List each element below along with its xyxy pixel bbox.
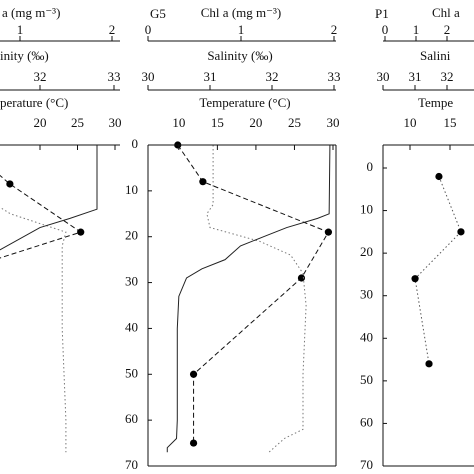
x-tick-label: 33 <box>108 69 121 84</box>
x-tick-label: 2 <box>109 22 116 37</box>
data-point <box>411 275 419 283</box>
data-point <box>6 180 14 188</box>
data-point <box>457 228 465 236</box>
x-tick-label: 2 <box>331 22 338 37</box>
data-point <box>297 274 306 282</box>
x-tick-label: 30 <box>142 69 155 84</box>
x-tick-label: 30 <box>327 115 340 130</box>
x-tick-label: 30 <box>109 115 122 130</box>
y-tick-label: 70 <box>360 457 373 472</box>
y-tick-label: 30 <box>125 274 138 289</box>
profile-line <box>0 174 82 259</box>
data-point <box>425 360 433 368</box>
data-point <box>199 178 207 186</box>
axis-label: Chl a (mg m⁻³) <box>201 5 281 20</box>
y-tick-label: 60 <box>360 414 373 429</box>
x-tick-label: 30 <box>377 69 390 84</box>
axis-label: perature (°C) <box>0 95 68 110</box>
x-tick-label: 31 <box>204 69 217 84</box>
profile-line <box>0 206 67 453</box>
x-tick-label: 31 <box>409 69 422 84</box>
y-tick-label: 20 <box>125 228 138 243</box>
y-tick-label: 70 <box>125 457 138 472</box>
x-tick-label: 20 <box>249 115 262 130</box>
profile-line <box>414 176 462 364</box>
axis-label: a (mg m⁻³) <box>2 5 60 20</box>
x-tick-label: 0 <box>145 22 152 37</box>
y-tick-label: 10 <box>360 202 373 217</box>
x-tick-label: 1 <box>17 22 24 37</box>
profile-line <box>166 144 331 453</box>
data-point <box>189 370 198 378</box>
y-tick-label: 50 <box>125 365 138 380</box>
y-tick-label: 40 <box>125 319 138 334</box>
y-tick-label: 0 <box>367 159 374 174</box>
profile-line <box>0 145 98 251</box>
panel-title: P1 <box>375 6 389 21</box>
y-tick-label: 60 <box>125 411 138 426</box>
x-tick-label: 32 <box>441 69 454 84</box>
y-tick-label: 30 <box>360 287 373 302</box>
y-tick-label: 40 <box>360 329 373 344</box>
profile-line <box>177 144 330 444</box>
y-tick-label: 20 <box>360 244 373 259</box>
axis-label: Salini <box>420 48 451 63</box>
x-tick-label: 15 <box>444 115 457 130</box>
axis-label: Salinity (‰) <box>207 48 272 63</box>
x-tick-label: 33 <box>328 69 341 84</box>
x-tick-label: 0 <box>382 22 389 37</box>
x-tick-label: 25 <box>288 115 301 130</box>
x-tick-label: 10 <box>172 115 185 130</box>
x-tick-label: 1 <box>413 22 420 37</box>
profile-line <box>206 145 307 453</box>
data-point <box>77 228 85 236</box>
axis-label: inity (‰) <box>0 48 49 63</box>
x-tick-label: 32 <box>34 69 47 84</box>
panel-title: G5 <box>150 6 166 21</box>
x-tick-label: 2 <box>444 22 451 37</box>
x-tick-label: 1 <box>238 22 245 37</box>
y-tick-label: 0 <box>132 136 139 151</box>
axis-label: Temperature (°C) <box>199 95 290 110</box>
x-tick-label: 25 <box>71 115 84 130</box>
data-point <box>324 228 333 236</box>
x-tick-label: 32 <box>266 69 279 84</box>
data-point <box>435 172 443 181</box>
axis-label: Tempe <box>418 95 453 110</box>
x-tick-label: 10 <box>404 115 417 130</box>
y-tick-label: 10 <box>125 182 138 197</box>
x-tick-label: 15 <box>211 115 224 130</box>
x-tick-label: 20 <box>34 115 47 130</box>
data-point <box>189 439 198 447</box>
y-tick-label: 50 <box>360 372 373 387</box>
axis-label: Chl a <box>432 5 460 20</box>
